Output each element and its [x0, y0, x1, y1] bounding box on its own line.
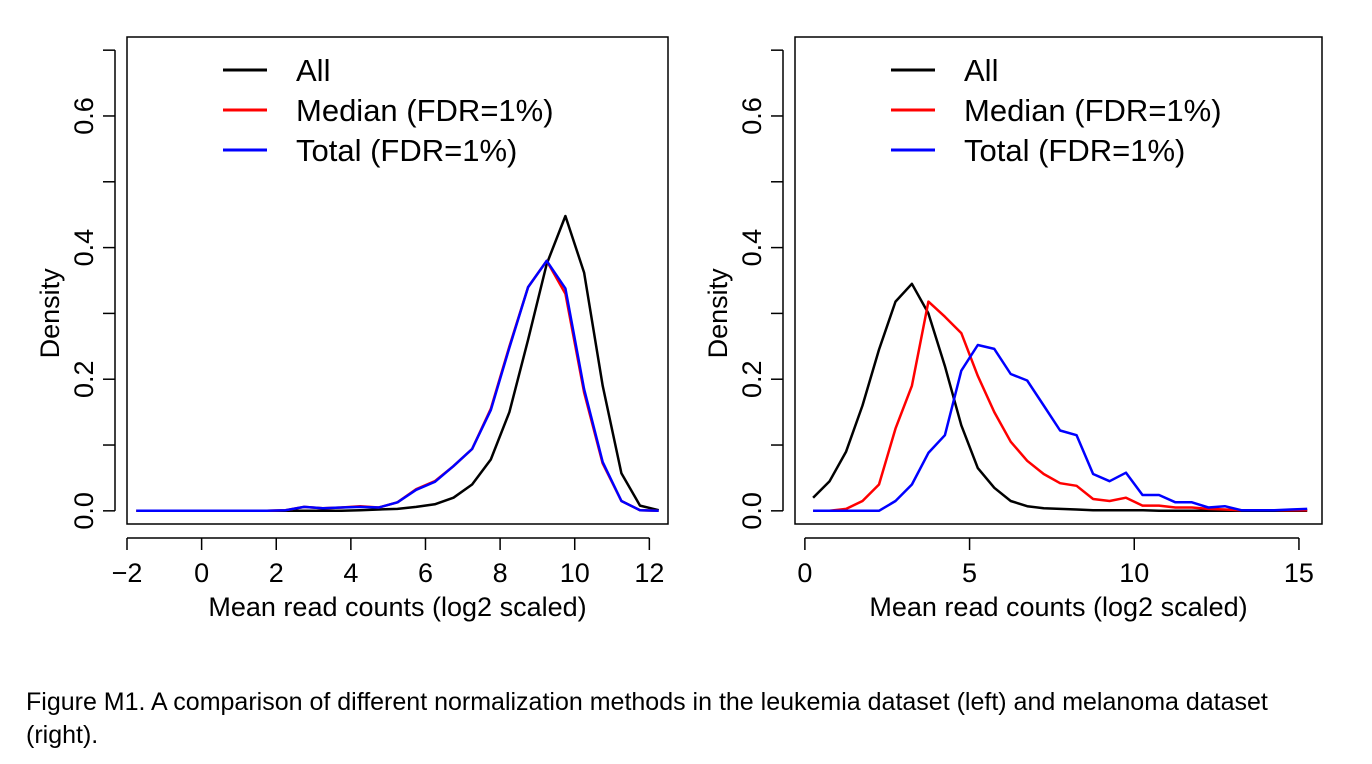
legend-label: Total (FDR=1%): [964, 133, 1185, 168]
x-tick-label: 10: [1119, 558, 1149, 588]
plot-frame: [126, 36, 669, 525]
y-tick-label: 0.0: [69, 492, 99, 530]
legend-label: Median (FDR=1%): [964, 93, 1222, 128]
plot-frame: [794, 36, 1323, 525]
legend-label: All: [964, 53, 998, 88]
x-tick-label: 0: [194, 558, 209, 588]
legend-label: Median (FDR=1%): [296, 93, 554, 128]
series-line-2: [136, 259, 659, 513]
y-tick-label: 0.4: [737, 229, 767, 267]
legend-label: Total (FDR=1%): [296, 133, 517, 168]
x-tick-label: 10: [560, 558, 590, 588]
x-tick-label: 0: [797, 558, 812, 588]
x-tick-label: 15: [1284, 558, 1314, 588]
x-tick-label: −2: [112, 558, 143, 588]
x-tick-label: 12: [634, 558, 664, 588]
legend-label: All: [296, 53, 330, 88]
y-tick-label: 0.6: [69, 97, 99, 135]
x-tick-label: 6: [418, 558, 433, 588]
chart-panel-left: −2 0 2 4 6 8 10 12 Mean read counts (log2 scaled…: [35, 36, 669, 622]
x-axis-title: Mean read counts (log2 scaled): [869, 592, 1247, 622]
series-line-3: [813, 343, 1308, 513]
y-tick-label: 0.0: [737, 492, 767, 530]
y-tick-label: 0.6: [737, 97, 767, 135]
series-line-2: [813, 300, 1308, 513]
figure-charts: −2 0 2 4 6 8 10 12 Mean read counts (log2 scaled…: [35, 36, 1323, 622]
y-tick-label: 0.2: [737, 360, 767, 398]
y-tick-label: 0.4: [69, 229, 99, 267]
x-tick-label: 4: [343, 558, 358, 588]
x-axis-title: Mean read counts (log2 scaled): [208, 592, 586, 622]
y-tick-label: 0.2: [69, 360, 99, 398]
series-line-1: [812, 282, 1308, 513]
x-tick-label: 5: [962, 558, 977, 588]
y-axis-title: Density: [703, 268, 733, 359]
y-axis-title: Density: [35, 268, 65, 359]
figure-caption: Figure M1. A comparison of different nor…: [26, 688, 1268, 749]
series-line-3: [136, 259, 659, 513]
x-tick-label: 8: [493, 558, 508, 588]
chart-panel-right: 0 5 10 15 Mean read counts (log2 scaled) 0.0 0…: [703, 36, 1323, 622]
x-tick-label: 2: [269, 558, 284, 588]
